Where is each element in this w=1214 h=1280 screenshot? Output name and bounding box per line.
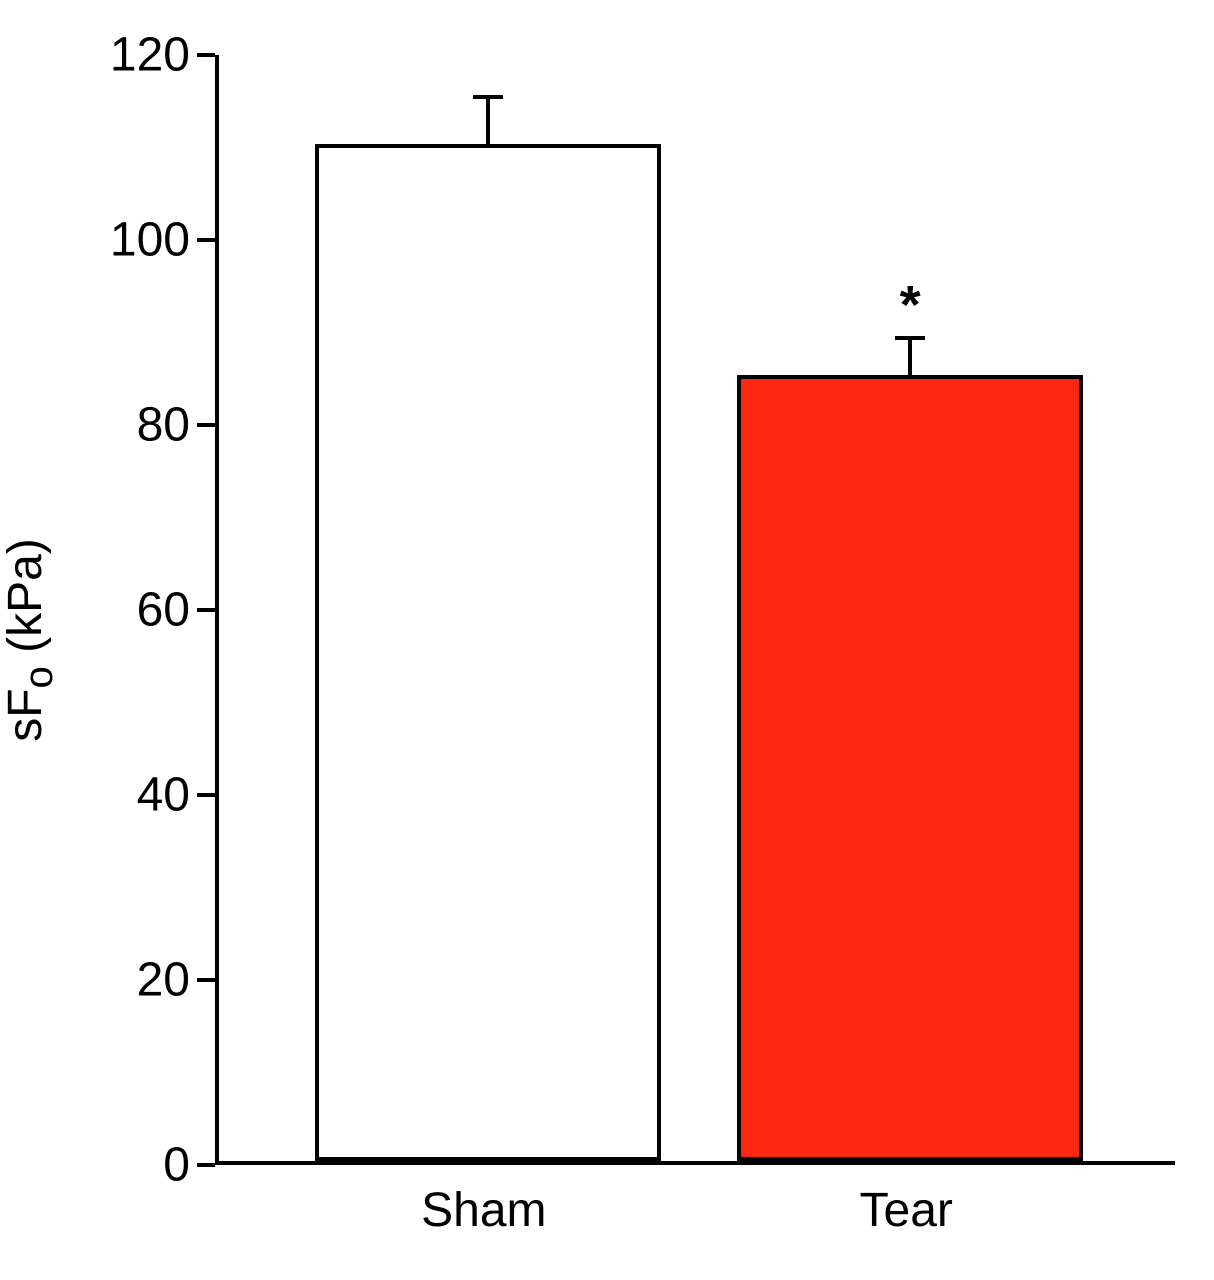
bar-tear (737, 375, 1083, 1161)
y-tick-label: 40 (100, 768, 190, 823)
significance-marker: * (900, 278, 921, 332)
ylabel-sub: o (17, 666, 61, 688)
error-bar-cap (895, 336, 925, 340)
error-bar (908, 338, 912, 375)
y-tick-label: 80 (100, 398, 190, 453)
bar-sham (315, 144, 661, 1162)
plot-area: * (215, 55, 1175, 1165)
ylabel-suffix: (kPa) (0, 538, 52, 666)
bar-chart: sFo (kPa) * 020406080100120 ShamTear (40, 20, 1190, 1260)
y-tick-label: 60 (100, 583, 190, 638)
y-tick (197, 608, 215, 612)
error-bar-cap (473, 95, 503, 99)
y-tick-label: 100 (100, 213, 190, 268)
y-tick (197, 423, 215, 427)
ylabel-prefix: sF (0, 688, 52, 741)
y-tick (197, 978, 215, 982)
y-axis-label: sFo (kPa) (0, 538, 62, 742)
y-tick-label: 0 (100, 1138, 190, 1193)
y-tick (197, 238, 215, 242)
y-tick (197, 53, 215, 57)
error-bar (486, 97, 490, 143)
y-tick (197, 793, 215, 797)
y-tick-label: 20 (100, 953, 190, 1008)
x-tick-label: Tear (860, 1183, 953, 1238)
y-tick (197, 1163, 215, 1167)
y-tick-label: 120 (100, 28, 190, 83)
x-tick-label: Sham (421, 1183, 546, 1238)
